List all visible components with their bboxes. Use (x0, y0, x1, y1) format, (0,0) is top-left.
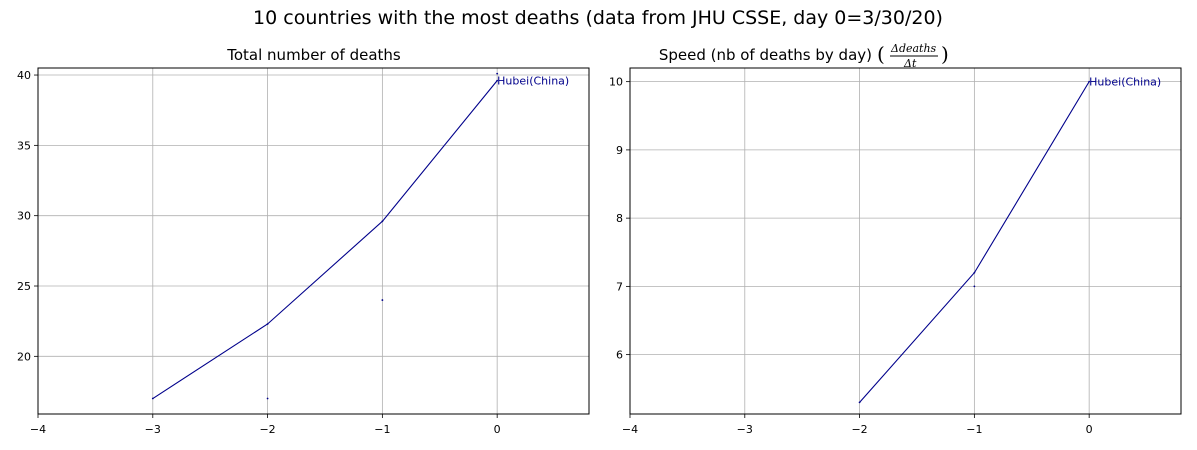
series-annotation: Hubei(China) (1089, 76, 1161, 89)
x-tick-label: −3 (145, 423, 161, 436)
chart-total-deaths: Total number of deaths −4 −3 −2 −1 0 20 25 30 35… (17, 46, 590, 436)
chart-title: Speed (nb of deaths by day) (659, 46, 872, 64)
y-tick-label: 30 (17, 210, 31, 223)
x-tick-label: −3 (737, 423, 753, 436)
x-tick-label: −1 (966, 423, 982, 436)
series-point (1088, 80, 1091, 83)
x-tick-label: 0 (494, 423, 501, 436)
marker-point (496, 72, 499, 75)
marker-point (973, 285, 976, 288)
y-tick-label: 10 (609, 76, 623, 89)
series-point (381, 220, 384, 223)
y-tick-label: 35 (17, 139, 31, 152)
y-tick-label: 6 (616, 349, 623, 362)
x-tick-label: −4 (622, 423, 638, 436)
formula-denominator: Δt (903, 57, 917, 70)
y-tick-label: 20 (17, 350, 31, 363)
series-annotation: Hubei(China) (497, 75, 569, 88)
series-point (266, 323, 269, 325)
series-point (496, 79, 499, 82)
title-math-formula: ( Δdeaths Δt ) (877, 42, 949, 70)
paren-left: ( (877, 42, 885, 66)
x-tick-label: −1 (374, 423, 390, 436)
formula-numerator: Δdeaths (890, 42, 937, 55)
axes-frame (629, 67, 1182, 415)
chart-title-text: Speed (nb of deaths by day) (659, 46, 872, 64)
figure-suptitle: 10 countries with the most deaths (data … (253, 7, 943, 29)
x-tick-label: −4 (30, 423, 46, 436)
y-tick-label: 25 (17, 280, 31, 293)
y-tick-label: 9 (616, 144, 623, 157)
x-tick-label: −2 (851, 423, 867, 436)
marker-point (266, 397, 269, 400)
series-line (152, 80, 498, 399)
y-tick-label: 7 (616, 280, 623, 293)
marker-point (381, 299, 384, 301)
series-point (858, 401, 861, 404)
x-tick-label: 0 (1086, 423, 1093, 436)
axes-frame (37, 67, 590, 415)
paren-right: ) (941, 42, 949, 66)
series-point (151, 397, 154, 400)
chart-speed: Speed (nb of deaths by day) ( Δdeaths Δt… (609, 42, 1182, 436)
chart-title: Total number of deaths (226, 46, 401, 64)
series-point (973, 271, 976, 274)
y-tick-label: 40 (17, 69, 31, 82)
x-tick-label: −2 (259, 423, 275, 436)
y-tick-label: 8 (616, 212, 623, 225)
